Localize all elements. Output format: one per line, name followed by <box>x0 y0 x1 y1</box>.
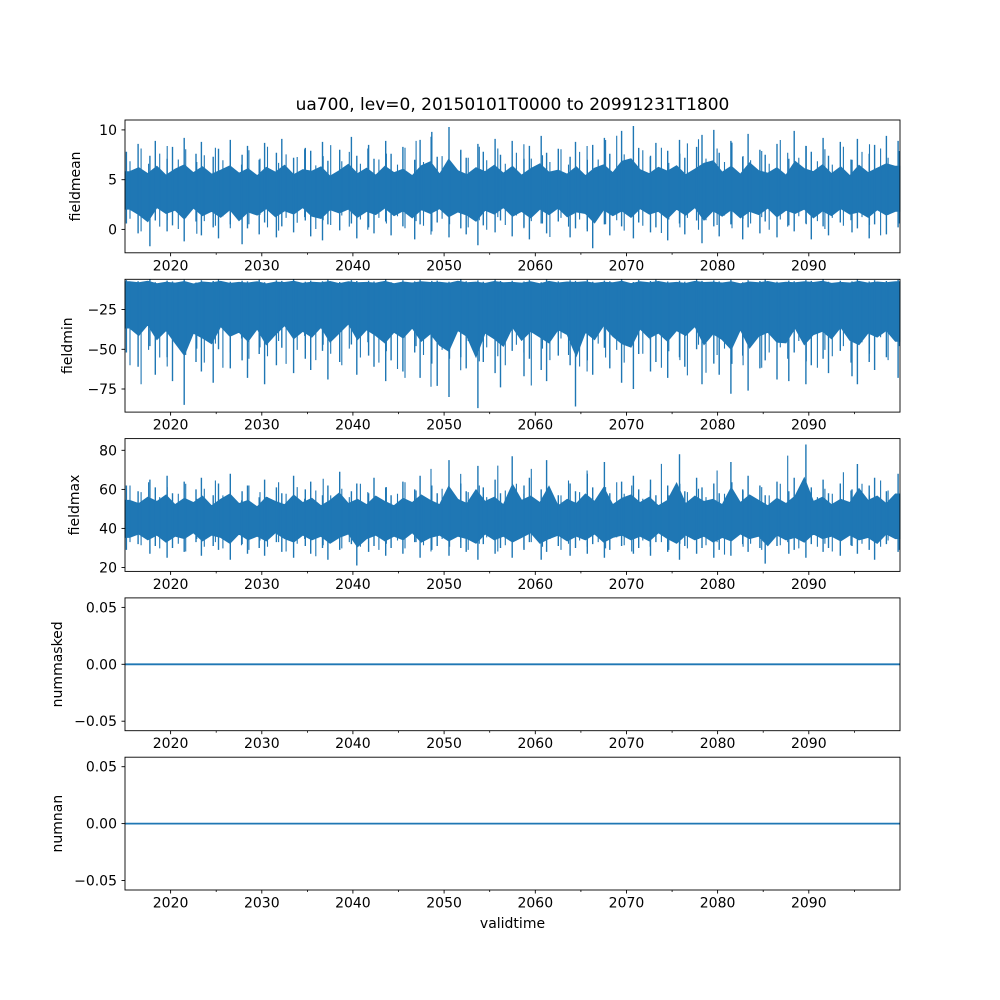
figure-title: ua700, lev=0, 20150101T0000 to 20991231T… <box>296 95 730 115</box>
y-tick-label: −25 <box>87 303 117 319</box>
x-tick-label: 2090 <box>791 736 827 752</box>
x-tick-label: 2030 <box>244 258 280 274</box>
x-tick-label: 2080 <box>700 577 736 593</box>
x-tick-label: 2030 <box>244 577 280 593</box>
y-tick-label: 80 <box>99 443 117 459</box>
x-tick-label: 2040 <box>335 418 371 434</box>
y-axis-title-fieldmax: fieldmax <box>67 475 83 536</box>
x-tick-label: 2090 <box>791 896 827 912</box>
x-tick-label: 2040 <box>335 258 371 274</box>
y-tick-label: 0.05 <box>86 760 117 776</box>
y-axis-title-numnan: numnan <box>50 795 66 853</box>
y-tick-label: 5 <box>108 173 117 189</box>
series-fieldmean-spikes-secondary <box>129 135 900 237</box>
x-tick-label: 2060 <box>517 258 553 274</box>
subplot-numnan: 0.05 0.00 −0.05 2020 2030 2040 2050 2060 2070 208… <box>50 756 901 912</box>
y-tick-label: 20 <box>99 561 117 577</box>
subplot-fieldmean: 0 5 10 2020 2030 2040 2050 2060 2070 2080 2090 fiel… <box>68 119 901 274</box>
x-tick-label: 2090 <box>791 418 827 434</box>
x-tick-label: 2020 <box>153 896 189 912</box>
x-tick-label: 2070 <box>609 418 645 434</box>
y-tick-label: 0.00 <box>86 657 117 673</box>
y-tick-label: 60 <box>99 482 117 498</box>
x-tick-label: 2030 <box>244 736 280 752</box>
subplot-nummasked: 0.05 0.00 −0.05 2020 2030 2040 2050 2060 2070 208… <box>50 597 901 752</box>
x-tick-label: 2050 <box>426 418 462 434</box>
y-tick-label: 10 <box>99 123 117 139</box>
y-axis-title-nummasked: nummasked <box>50 621 66 707</box>
x-tick-label: 2060 <box>517 418 553 434</box>
y-tick-label: 0 <box>108 222 117 238</box>
x-axis-title: validtime <box>480 916 545 932</box>
series-fieldmax-spikes <box>125 444 899 566</box>
x-tick-label: 2050 <box>426 736 462 752</box>
x-tick-label: 2050 <box>426 258 462 274</box>
series-fieldmin-spikes-secondary <box>129 282 900 387</box>
series-fieldmin-spikes <box>125 279 899 409</box>
series-fieldmax-spikes-secondary <box>129 455 900 557</box>
x-tick-label: 2040 <box>335 896 371 912</box>
x-tick-label: 2070 <box>609 736 645 752</box>
y-axis-title-fieldmin: fieldmin <box>60 317 76 374</box>
series-fieldmean-spikes <box>125 126 899 249</box>
y-tick-label: −0.05 <box>74 714 117 730</box>
y-tick-label: 0.00 <box>86 817 117 833</box>
x-tick-label: 2090 <box>791 258 827 274</box>
x-tick-label: 2020 <box>153 577 189 593</box>
x-tick-label: 2020 <box>153 258 189 274</box>
y-tick-label: −0.05 <box>74 874 117 890</box>
axes-frame-fieldmin <box>124 278 901 413</box>
y-tick-label: 0.05 <box>86 600 117 616</box>
x-tick-label: 2080 <box>700 258 736 274</box>
x-tick-label: 2030 <box>244 896 280 912</box>
x-tick-label: 2050 <box>426 896 462 912</box>
x-tick-label: 2040 <box>335 577 371 593</box>
y-tick-label: −75 <box>87 382 117 398</box>
axes-frame-fieldmean <box>124 119 901 254</box>
x-tick-label: 2020 <box>153 418 189 434</box>
x-tick-label: 2070 <box>609 577 645 593</box>
x-tick-label: 2040 <box>335 736 371 752</box>
y-tick-label: 40 <box>99 521 117 537</box>
x-tick-label: 2020 <box>153 736 189 752</box>
y-tick-label: −50 <box>87 342 117 358</box>
x-tick-label: 2070 <box>609 258 645 274</box>
x-tick-label: 2050 <box>426 577 462 593</box>
x-tick-label: 2090 <box>791 577 827 593</box>
x-tick-label: 2080 <box>700 896 736 912</box>
x-tick-label: 2080 <box>700 418 736 434</box>
x-tick-label: 2060 <box>517 736 553 752</box>
x-tick-label: 2060 <box>517 896 553 912</box>
y-axis-title-fieldmean: fieldmean <box>68 151 84 221</box>
x-tick-label: 2080 <box>700 736 736 752</box>
subplot-fieldmin: −25 −50 −75 2020 2030 2040 2050 2060 2070 2080 209… <box>60 278 901 434</box>
axes-frame-fieldmax <box>124 438 901 572</box>
x-tick-label: 2030 <box>244 418 280 434</box>
x-tick-label: 2070 <box>609 896 645 912</box>
x-tick-label: 2060 <box>517 577 553 593</box>
